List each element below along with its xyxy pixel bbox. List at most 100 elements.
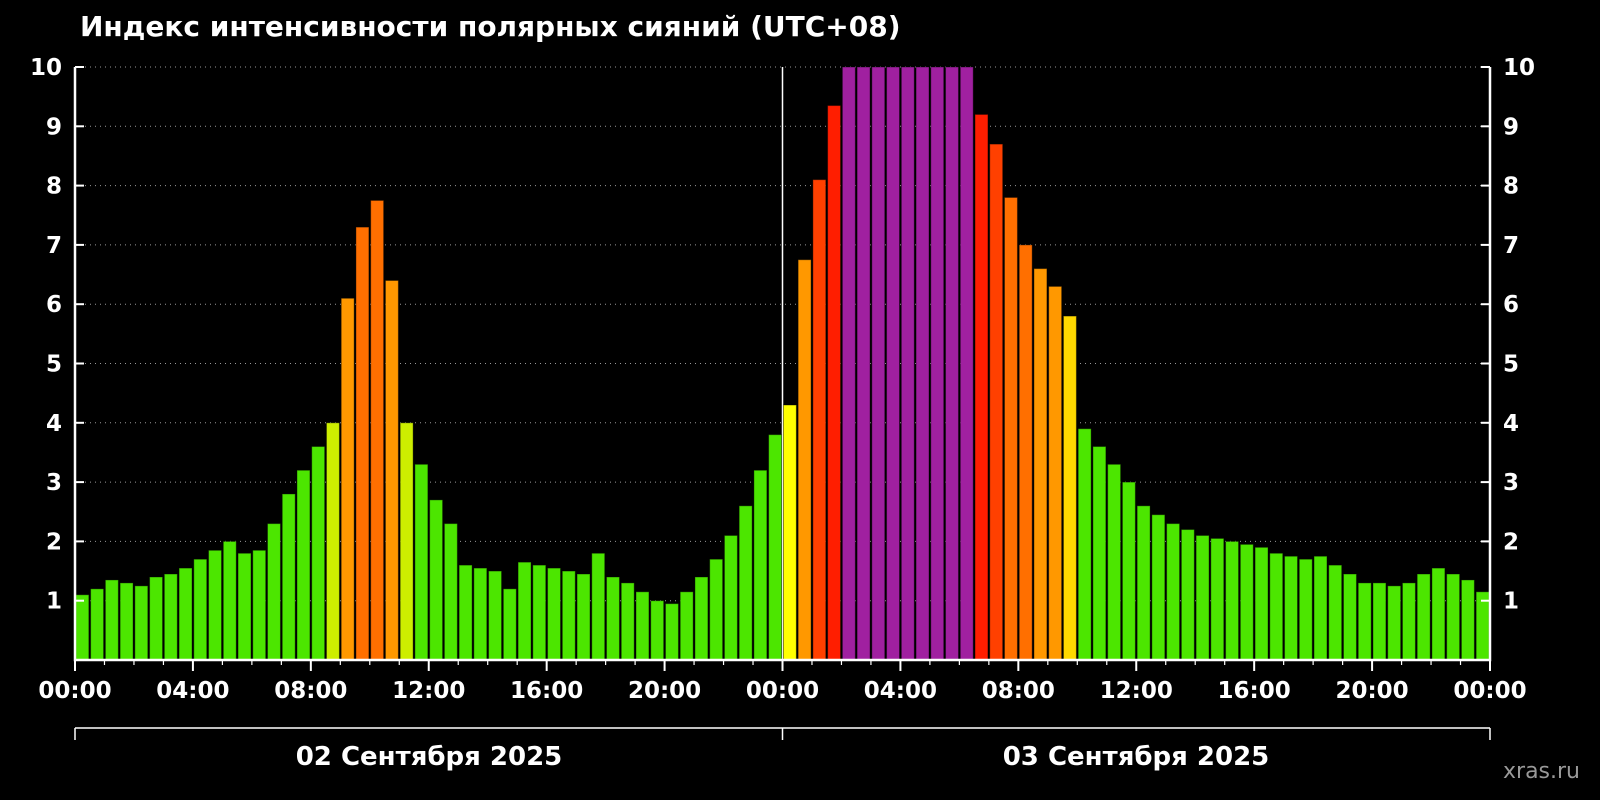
aurora-index-bar	[149, 576, 164, 661]
aurora-index-bar	[458, 564, 473, 661]
aurora-index-bar	[945, 66, 959, 661]
aurora-index-bar	[591, 552, 606, 661]
aurora-index-bar	[296, 469, 311, 661]
aurora-index-bar	[532, 564, 547, 661]
aurora-index-bar	[1121, 481, 1136, 661]
y-axis-label-left: 2	[46, 529, 62, 555]
aurora-index-bar	[1210, 537, 1225, 661]
aurora-index-bar	[178, 567, 193, 661]
watermark-text: xras.ru	[1503, 759, 1580, 784]
aurora-index-bar	[90, 588, 105, 661]
aurora-index-bar	[1254, 546, 1269, 661]
aurora-index-bar	[281, 493, 296, 661]
y-axis-label-right: 10	[1503, 55, 1535, 81]
y-axis-label-right: 1	[1503, 589, 1519, 615]
aurora-index-bar	[974, 113, 989, 661]
x-axis-label: 12:00	[1100, 678, 1173, 704]
aurora-index-bar	[1166, 523, 1181, 661]
aurora-index-bar	[1298, 558, 1313, 661]
aurora-index-bar	[134, 585, 149, 661]
aurora-index-bar	[635, 591, 650, 661]
x-axis-label: 12:00	[392, 678, 465, 704]
y-axis-label-left: 1	[46, 589, 62, 615]
aurora-index-bar	[561, 570, 576, 661]
aurora-index-bar	[1387, 585, 1402, 661]
aurora-index-bar	[1460, 579, 1475, 661]
aurora-index-bar	[1284, 555, 1298, 661]
aurora-index-bar	[1372, 582, 1387, 661]
aurora-index-bar	[738, 505, 753, 661]
y-axis-label-left: 10	[30, 55, 62, 81]
aurora-index-bar	[1180, 529, 1195, 661]
aurora-index-bar	[650, 600, 665, 661]
aurora-index-bar	[1048, 285, 1063, 661]
chart-title: Индекс интенсивности полярных сияний (UT…	[80, 10, 901, 43]
aurora-index-bar	[370, 199, 385, 661]
aurora-index-bar	[193, 558, 208, 661]
x-axis-label: 00:00	[38, 678, 111, 704]
aurora-index-bar	[325, 422, 340, 661]
x-axis-label: 20:00	[628, 678, 701, 704]
y-axis-label-left: 9	[46, 114, 62, 140]
aurora-index-bar	[208, 549, 222, 661]
x-axis-label: 00:00	[746, 678, 819, 704]
aurora-index-bar	[488, 570, 503, 661]
aurora-index-bar	[547, 567, 562, 661]
aurora-index-bar	[841, 66, 856, 661]
aurora-index-bar	[768, 434, 783, 661]
aurora-index-bar	[1343, 573, 1357, 661]
aurora-index-bar	[1239, 543, 1254, 661]
aurora-index-bar	[1401, 582, 1416, 661]
aurora-index-bar	[989, 143, 1004, 661]
aurora-index-bar	[1062, 315, 1077, 661]
y-axis-label-right: 2	[1503, 529, 1519, 555]
aurora-index-bar	[753, 469, 768, 661]
aurora-index-bar	[267, 523, 281, 661]
y-axis-label-left: 3	[46, 470, 62, 496]
aurora-index-bar	[311, 446, 326, 661]
x-axis-label: 04:00	[156, 678, 229, 704]
aurora-index-bar	[163, 573, 178, 661]
aurora-index-bar	[473, 567, 488, 661]
aurora-index-bar	[399, 422, 414, 661]
aurora-index-bar	[1313, 555, 1328, 661]
y-axis-label-left: 5	[46, 352, 62, 378]
y-axis-label-left: 6	[46, 292, 62, 318]
x-axis-label: 08:00	[982, 678, 1055, 704]
date-label-day1: 02 Сентября 2025	[295, 742, 563, 772]
aurora-index-bar	[664, 603, 679, 661]
y-axis-label-right: 7	[1503, 233, 1519, 259]
aurora-index-bar	[694, 576, 709, 661]
aurora-index-bar	[1018, 244, 1033, 661]
aurora-index-bar	[237, 552, 252, 661]
aurora-index-bar	[443, 523, 458, 661]
x-axis-label: 00:00	[1453, 678, 1526, 704]
y-axis-label-left: 7	[46, 233, 62, 259]
aurora-index-bar	[1328, 564, 1343, 661]
aurora-index-bar	[827, 105, 842, 661]
aurora-index-bar	[606, 576, 620, 661]
aurora-index-bar	[915, 66, 930, 661]
aurora-index-bar	[384, 279, 399, 661]
aurora-index-bar	[723, 534, 738, 661]
date-label-day2: 03 Сентября 2025	[1002, 742, 1270, 772]
aurora-index-bar	[1195, 534, 1210, 661]
aurora-index-bar	[930, 66, 945, 661]
aurora-index-bar	[1446, 573, 1461, 661]
aurora-index-bar	[709, 558, 724, 661]
aurora-index-bar	[104, 579, 119, 661]
y-axis-label-right: 8	[1503, 174, 1519, 200]
aurora-index-bar	[576, 573, 591, 661]
x-axis-label: 16:00	[510, 678, 583, 704]
aurora-index-bar	[856, 66, 871, 661]
y-axis-label-right: 5	[1503, 352, 1519, 378]
aurora-index-bar	[1357, 582, 1372, 661]
aurora-index-bar	[517, 561, 532, 661]
aurora-index-bar	[1003, 196, 1018, 661]
y-axis-label-right: 6	[1503, 292, 1519, 318]
aurora-index-bar	[1033, 268, 1048, 661]
aurora-index-bar	[414, 463, 429, 661]
aurora-index-bar	[1475, 591, 1490, 661]
